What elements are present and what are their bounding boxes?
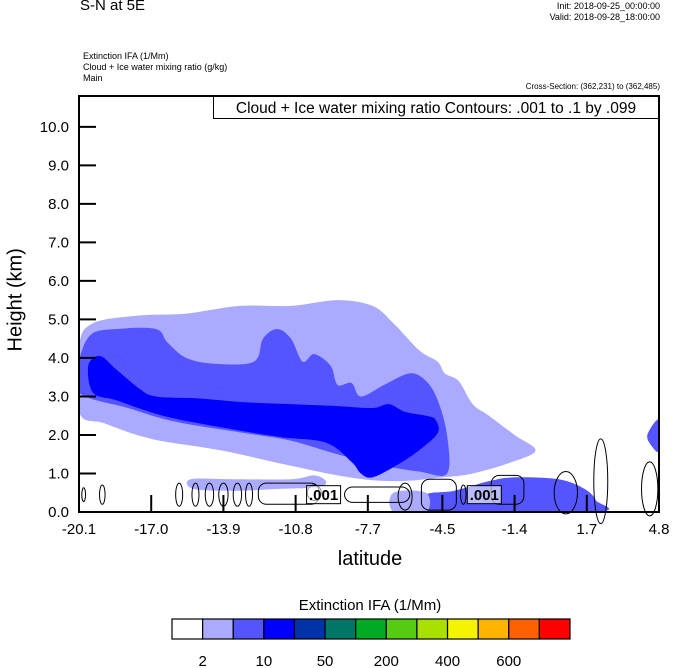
y-axis: 0.0 1.0 2.0 3.0 4.0 5.0 6.0 7.0 8.0 9.0 10.0 bbox=[40, 119, 96, 521]
main-title: S-N at 5E bbox=[80, 0, 146, 14]
y-tick-label: 1.0 bbox=[48, 465, 69, 482]
filled-contours bbox=[79, 300, 659, 512]
contour-loop-4 bbox=[204, 482, 215, 507]
y-tick-label: 10.0 bbox=[40, 119, 69, 136]
contour-loop-3 bbox=[191, 482, 200, 507]
contour-label: .001 bbox=[309, 487, 338, 504]
colorbar-swatch-1 bbox=[202, 618, 234, 640]
x-tick-label: 4.8 bbox=[649, 521, 670, 538]
colorbar-swatch-8 bbox=[416, 618, 449, 640]
x-tick-label: -7.7 bbox=[355, 521, 381, 538]
colorbar-swatch-4 bbox=[293, 618, 326, 640]
colorbar-label: 2 bbox=[198, 653, 206, 668]
colorbar-swatch-9 bbox=[446, 618, 479, 640]
y-tick-label: 9.0 bbox=[48, 157, 69, 174]
colorbar-swatch-12 bbox=[538, 618, 571, 640]
fill-region-5 bbox=[389, 490, 431, 512]
x-axis: -20.1 -17.0 -13.9 -10.8 -7.7 -4.5 -1.4 1.7 4.8 bbox=[62, 495, 670, 538]
x-tick-label: -20.1 bbox=[62, 521, 96, 538]
colorbar-swatch-10 bbox=[477, 618, 510, 640]
colorbar-label: 400 bbox=[435, 653, 460, 668]
y-axis-label: Height (km) bbox=[4, 248, 27, 352]
fill-region-6 bbox=[647, 419, 659, 453]
contour-loop-6 bbox=[232, 482, 243, 507]
y-tick-label: 7.0 bbox=[48, 234, 69, 251]
y-tick-label: 6.0 bbox=[48, 273, 69, 290]
contour-band-2 bbox=[420, 478, 457, 511]
fill-region-3 bbox=[186, 475, 327, 491]
field-label-extinction: Extinction IFA (1/Mm) bbox=[83, 51, 169, 61]
colorbar-label: 10 bbox=[256, 653, 273, 668]
colorbar-swatch-0 bbox=[171, 618, 204, 640]
contour-loop-12 bbox=[593, 438, 609, 525]
contour-loop-1 bbox=[98, 484, 106, 505]
contour-label-box bbox=[466, 485, 502, 505]
colorbar-swatch-5 bbox=[324, 618, 357, 640]
colorbar-swatch-2 bbox=[232, 618, 265, 640]
contour-loop-7 bbox=[245, 482, 254, 507]
colorbar-swatch-6 bbox=[355, 618, 387, 640]
y-tick-label: 4.0 bbox=[48, 350, 69, 367]
y-tick-label: 8.0 bbox=[48, 196, 69, 213]
field-label-main: Main bbox=[83, 73, 103, 83]
valid-time: Valid: 2018-09-28_18:00:00 bbox=[549, 12, 660, 22]
field-label-mixing-ratio: Cloud + Ice water mixing ratio (g/kg) bbox=[83, 62, 228, 72]
contour-label: .001 bbox=[470, 487, 499, 504]
y-tick-label: 2.0 bbox=[48, 427, 69, 444]
contour-loop-0 bbox=[81, 487, 87, 503]
contour-label-box bbox=[306, 485, 342, 505]
colorbar-label: 200 bbox=[374, 653, 399, 668]
x-tick-label: -17.0 bbox=[134, 521, 168, 538]
contour-loop-10 bbox=[460, 484, 467, 505]
x-tick-label: 1.7 bbox=[576, 521, 597, 538]
contour-loop-9 bbox=[397, 482, 413, 511]
x-tick-label: -10.8 bbox=[279, 521, 313, 538]
cross-section-label: Cross-Section: (362,231) to (362,485) bbox=[525, 82, 660, 91]
colorbar-title: Extinction IFA (1/Mm) bbox=[298, 597, 442, 614]
colorbar-swatch-7 bbox=[385, 618, 418, 640]
colorbar-label: 600 bbox=[496, 653, 521, 668]
contour-lines: .001 .001 bbox=[81, 438, 659, 525]
fill-region-2 bbox=[87, 355, 439, 478]
colorbar-swatch-11 bbox=[508, 618, 540, 640]
init-time: Init: 2018-09-25_00:00:00 bbox=[556, 1, 660, 11]
x-tick-label: -1.4 bbox=[502, 521, 528, 538]
contour-loop-2 bbox=[175, 482, 184, 507]
x-tick-label: -13.9 bbox=[206, 521, 240, 538]
y-tick-label: 5.0 bbox=[48, 311, 69, 328]
colorbar: 2 10 50 200 400 600 bbox=[171, 618, 571, 668]
colorbar-swatch-3 bbox=[263, 618, 296, 640]
contour-loop-11 bbox=[553, 471, 578, 515]
contour-band-1 bbox=[344, 486, 411, 503]
colorbar-label: 50 bbox=[317, 653, 334, 668]
contour-info-box: Cloud + Ice water mixing ratio Contours:… bbox=[213, 96, 659, 119]
contour-loop-13 bbox=[641, 461, 659, 517]
x-axis-label: latitude bbox=[337, 548, 403, 570]
y-tick-label: 3.0 bbox=[48, 388, 69, 405]
x-tick-label: -4.5 bbox=[429, 521, 455, 538]
y-tick-label: 0.0 bbox=[48, 504, 69, 521]
